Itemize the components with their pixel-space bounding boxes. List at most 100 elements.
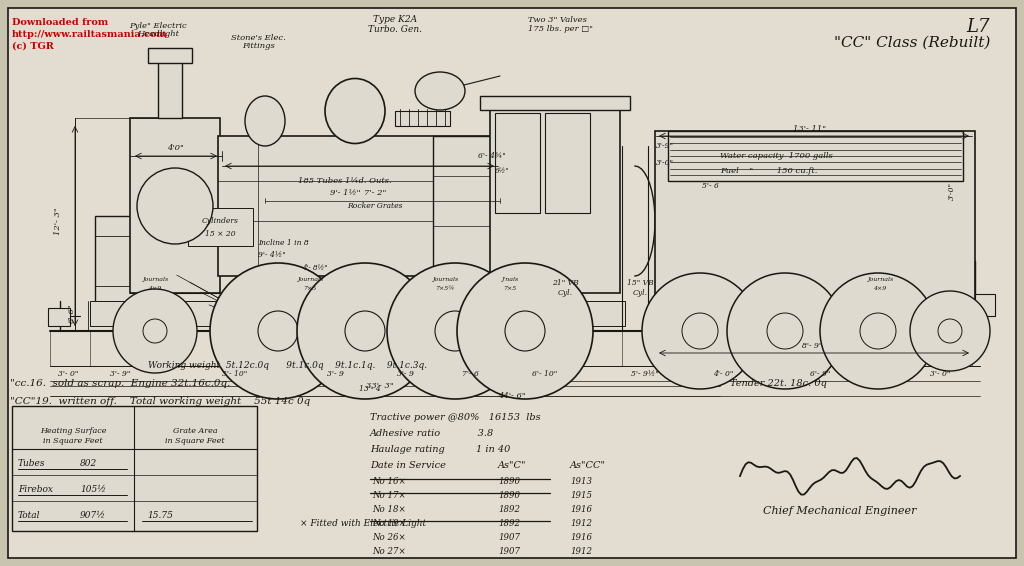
Text: 175 lbs. per □": 175 lbs. per □" xyxy=(528,25,593,33)
Text: 21" VB: 21" VB xyxy=(552,279,579,287)
Text: Cyl.: Cyl. xyxy=(633,289,647,297)
Text: 6'-6": 6'-6" xyxy=(68,303,76,323)
Text: 3'- 9": 3'- 9" xyxy=(110,370,130,378)
Circle shape xyxy=(767,313,803,349)
Circle shape xyxy=(345,311,385,351)
Text: No 18×: No 18× xyxy=(372,504,406,513)
Circle shape xyxy=(137,168,213,244)
Text: Total: Total xyxy=(18,512,41,521)
Text: Water capacity  1700 galls: Water capacity 1700 galls xyxy=(720,152,833,160)
Circle shape xyxy=(143,319,167,343)
Bar xyxy=(158,58,182,118)
Text: 1907: 1907 xyxy=(498,533,520,542)
Text: 3'- 0": 3'- 0" xyxy=(57,370,78,378)
Text: Headlight: Headlight xyxy=(137,30,179,38)
Text: 1890: 1890 xyxy=(498,477,520,486)
Text: 4'- 8½": 4'- 8½" xyxy=(302,264,328,272)
Text: Two 3" Valves: Two 3" Valves xyxy=(528,16,587,24)
Text: 15.75: 15.75 xyxy=(147,512,173,521)
Circle shape xyxy=(727,273,843,389)
Text: 4×9: 4×9 xyxy=(873,286,887,291)
Text: As"CC": As"CC" xyxy=(570,461,606,470)
Bar xyxy=(95,216,160,306)
Text: 3'- 9: 3'- 9 xyxy=(327,370,343,378)
Text: Rocker Grates: Rocker Grates xyxy=(347,202,402,210)
Bar xyxy=(395,111,450,126)
Text: Chief Mechanical Engineer: Chief Mechanical Engineer xyxy=(763,506,916,516)
Text: No 16×: No 16× xyxy=(372,477,406,486)
Text: Turbo. Gen.: Turbo. Gen. xyxy=(368,24,422,33)
Circle shape xyxy=(642,273,758,389)
Text: × Fitted with Electric Light: × Fitted with Electric Light xyxy=(300,520,426,529)
Bar xyxy=(495,113,540,213)
Text: 5'- 10": 5'- 10" xyxy=(222,370,248,378)
Text: Incline 1 in 8: Incline 1 in 8 xyxy=(258,239,309,247)
Text: Date in Service: Date in Service xyxy=(370,461,445,470)
Text: Grate Area: Grate Area xyxy=(173,427,217,435)
Text: Downloaded from: Downloaded from xyxy=(12,18,109,27)
Bar xyxy=(188,208,253,246)
Text: Firebox: Firebox xyxy=(18,484,53,494)
Bar xyxy=(148,48,193,63)
Bar xyxy=(218,136,498,276)
Text: in Square Feet: in Square Feet xyxy=(165,437,225,445)
Text: As"C": As"C" xyxy=(498,461,526,470)
Text: Tractive power @80%   16153  lbs: Tractive power @80% 16153 lbs xyxy=(370,414,541,422)
Text: 5'- 9½": 5'- 9½" xyxy=(631,370,658,378)
Text: 6'- 4¾": 6'- 4¾" xyxy=(478,152,506,160)
Text: 6'- 9": 6'- 9" xyxy=(810,370,830,378)
Bar xyxy=(655,131,975,321)
Text: Adhesive ratio            3.8: Adhesive ratio 3.8 xyxy=(370,430,495,439)
Text: "cc.16.  sold as scrap.  Engine 32t.16c.0q.: "cc.16. sold as scrap. Engine 32t.16c.0q… xyxy=(10,379,230,388)
Text: 9'- 4½": 9'- 4½" xyxy=(258,251,286,259)
Text: 907½: 907½ xyxy=(80,512,106,521)
Text: 185 Tubes 1¼d. Outs.: 185 Tubes 1¼d. Outs. xyxy=(298,177,392,185)
Text: Fuel    "         150 cu.ft.: Fuel " 150 cu.ft. xyxy=(720,167,817,175)
Ellipse shape xyxy=(415,72,465,110)
Circle shape xyxy=(210,263,346,399)
Bar xyxy=(12,406,257,531)
Text: 3'-0": 3'-0" xyxy=(948,182,956,200)
Circle shape xyxy=(938,319,962,343)
Text: No 27×: No 27× xyxy=(372,547,406,555)
Text: Pyle" Electric: Pyle" Electric xyxy=(129,22,186,30)
Circle shape xyxy=(258,311,298,351)
Text: 4×9: 4×9 xyxy=(148,286,162,291)
Text: 8'- 9": 8'- 9" xyxy=(802,342,822,350)
Text: J'nals: J'nals xyxy=(502,277,518,281)
Text: 7×5: 7×5 xyxy=(504,286,517,291)
Text: Tender 22t. 18c. 0q: Tender 22t. 18c. 0q xyxy=(730,379,826,388)
Text: 7'- 2": 7'- 2" xyxy=(364,189,386,197)
Text: 12'- 3": 12'- 3" xyxy=(54,207,62,235)
Text: L7: L7 xyxy=(967,18,990,36)
Bar xyxy=(490,108,620,293)
Circle shape xyxy=(682,313,718,349)
Text: 3'- 9: 3'- 9 xyxy=(396,370,414,378)
Text: Journals: Journals xyxy=(297,277,324,281)
Text: 1912: 1912 xyxy=(570,547,592,555)
Text: Heating Surface: Heating Surface xyxy=(40,427,106,435)
Circle shape xyxy=(387,263,523,399)
Text: Tubes: Tubes xyxy=(18,458,45,468)
Text: 1915: 1915 xyxy=(570,491,592,500)
Text: 105½: 105½ xyxy=(80,484,106,494)
Text: 1892: 1892 xyxy=(498,504,520,513)
Circle shape xyxy=(505,311,545,351)
Text: 6½": 6½" xyxy=(495,167,509,175)
Bar xyxy=(433,136,498,276)
Text: No 26×: No 26× xyxy=(372,533,406,542)
Text: No 17×: No 17× xyxy=(372,491,406,500)
Text: 1907: 1907 xyxy=(498,547,520,555)
Text: 1916: 1916 xyxy=(570,533,592,542)
Text: Stone's Elec.: Stone's Elec. xyxy=(230,34,286,42)
Text: Working weight  5t.12c.0q      9t.1c.0q    9t.1c.1q.    9t.1c.3q.: Working weight 5t.12c.0q 9t.1c.0q 9t.1c.… xyxy=(148,362,427,371)
Circle shape xyxy=(457,263,593,399)
Circle shape xyxy=(435,311,475,351)
Text: 3'-0": 3'-0" xyxy=(656,159,674,167)
Circle shape xyxy=(113,289,197,373)
Text: Cyl.: Cyl. xyxy=(557,289,572,297)
Circle shape xyxy=(860,313,896,349)
Text: 3'- 0": 3'- 0" xyxy=(930,370,950,378)
Text: 7×5: 7×5 xyxy=(303,286,316,291)
Ellipse shape xyxy=(245,96,285,146)
